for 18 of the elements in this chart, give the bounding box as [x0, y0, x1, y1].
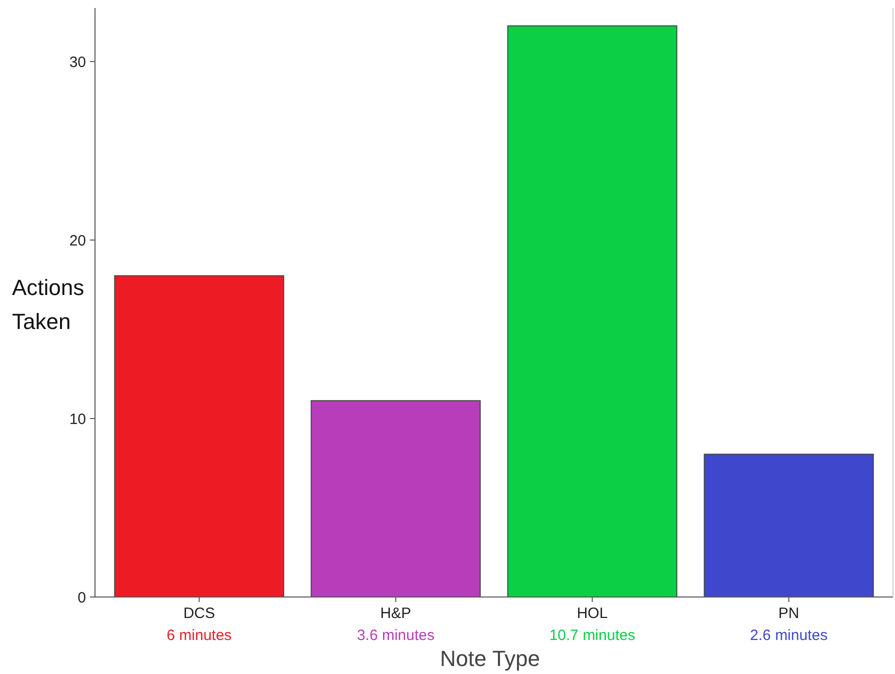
bar	[114, 275, 284, 598]
x-tick-label: PN	[778, 605, 800, 622]
x-tick-label: DCS	[183, 605, 216, 622]
y-tick-label: 20	[69, 232, 86, 250]
y-tick-label: 30	[69, 54, 86, 71]
y-axis-title: Actions Taken	[12, 275, 84, 334]
y-tick-label: 0	[78, 589, 86, 606]
bar	[704, 454, 874, 598]
text: 10.7 minutes	[549, 627, 636, 644]
x-axis-title: Note Type	[440, 646, 540, 671]
text: 6 minutes	[166, 627, 232, 644]
x-tick-label: HOL	[576, 605, 608, 622]
bar	[507, 25, 678, 598]
bar	[310, 400, 481, 598]
text: 2.6 minutes	[750, 627, 828, 644]
y-tick-label: 10	[69, 410, 86, 428]
text: 3.6 minutes	[356, 627, 434, 644]
x-tick-label: H&P	[380, 605, 412, 622]
